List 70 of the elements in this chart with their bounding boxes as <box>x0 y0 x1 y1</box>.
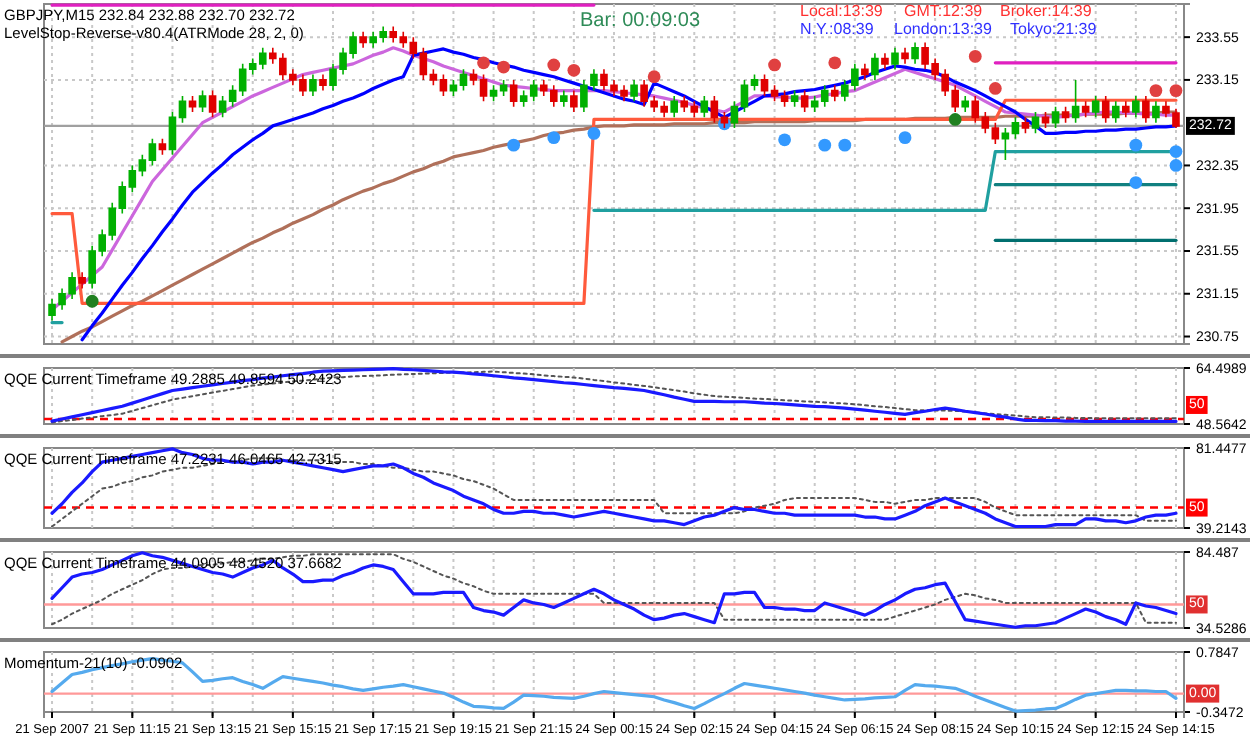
candlestick <box>1031 111 1040 135</box>
candlestick <box>319 73 327 92</box>
candlestick <box>911 41 919 65</box>
point <box>1149 84 1163 97</box>
candlestick <box>901 47 909 65</box>
point <box>768 58 781 72</box>
candlestick <box>881 52 889 71</box>
annotation: Tokyo:21:39 <box>1010 20 1098 38</box>
annotation: Bar: 00:09:03 <box>580 10 701 32</box>
point <box>988 82 1002 95</box>
candlestick <box>570 89 578 113</box>
candlestick <box>78 271 86 290</box>
point <box>587 126 601 140</box>
candlestick <box>188 95 197 113</box>
candlestick <box>670 95 679 119</box>
point <box>1169 84 1183 97</box>
candlestick <box>1051 105 1060 129</box>
point <box>567 63 581 77</box>
candlestick <box>1061 105 1070 124</box>
point <box>1129 176 1143 189</box>
annotation: GMT:12:39 <box>904 2 984 20</box>
candlestick <box>1111 100 1120 124</box>
point <box>968 49 982 63</box>
candlestick <box>208 89 217 119</box>
annotation: London:13:39 <box>894 20 993 38</box>
candlestick <box>309 73 317 97</box>
annotation: N.Y.:08:39 <box>800 20 875 38</box>
line-series <box>60 110 1178 344</box>
candlestick <box>800 89 809 113</box>
candlestick <box>1132 95 1140 119</box>
point <box>497 60 511 74</box>
point <box>1169 145 1183 158</box>
candlestick <box>871 52 879 81</box>
point <box>778 133 791 147</box>
candlestick <box>158 137 167 156</box>
point <box>477 56 490 70</box>
candlestick <box>961 95 970 113</box>
point <box>647 70 661 84</box>
point <box>1169 159 1183 172</box>
point <box>948 113 962 126</box>
point <box>818 138 832 152</box>
point <box>898 131 912 145</box>
candlestick <box>1122 100 1130 119</box>
candlestick <box>509 79 518 108</box>
annotation: Broker:14:39 <box>1000 2 1093 20</box>
candlestick <box>1101 95 1110 124</box>
annotation: Local:13:39 <box>800 2 884 20</box>
candlestick <box>630 79 638 103</box>
candlestick <box>1071 79 1080 124</box>
candlestick <box>700 95 709 119</box>
candlestick <box>861 63 869 81</box>
point <box>838 138 852 152</box>
candlestick <box>891 47 899 71</box>
line-series <box>50 98 1178 305</box>
candlestick <box>1091 95 1100 119</box>
candlestick <box>198 89 207 113</box>
candlestick <box>1081 100 1090 119</box>
candlestick <box>790 89 799 108</box>
candlestick <box>1142 95 1150 124</box>
candlestick <box>560 89 568 108</box>
point <box>547 58 561 72</box>
point <box>547 131 561 145</box>
point <box>85 294 99 308</box>
point <box>507 138 521 152</box>
candlestick <box>359 31 367 49</box>
candlestick <box>1152 100 1160 124</box>
point <box>828 56 842 70</box>
candlestick <box>830 84 839 103</box>
candlestick <box>1021 116 1030 135</box>
point <box>1129 138 1143 152</box>
